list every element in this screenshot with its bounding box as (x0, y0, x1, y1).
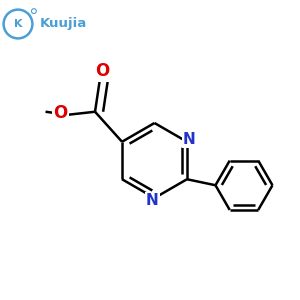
Text: K: K (14, 19, 22, 29)
Text: N: N (183, 132, 196, 147)
Text: N: N (146, 193, 158, 208)
Text: O: O (53, 104, 68, 122)
Text: O: O (95, 62, 110, 80)
Text: Kuujia: Kuujia (40, 17, 87, 30)
